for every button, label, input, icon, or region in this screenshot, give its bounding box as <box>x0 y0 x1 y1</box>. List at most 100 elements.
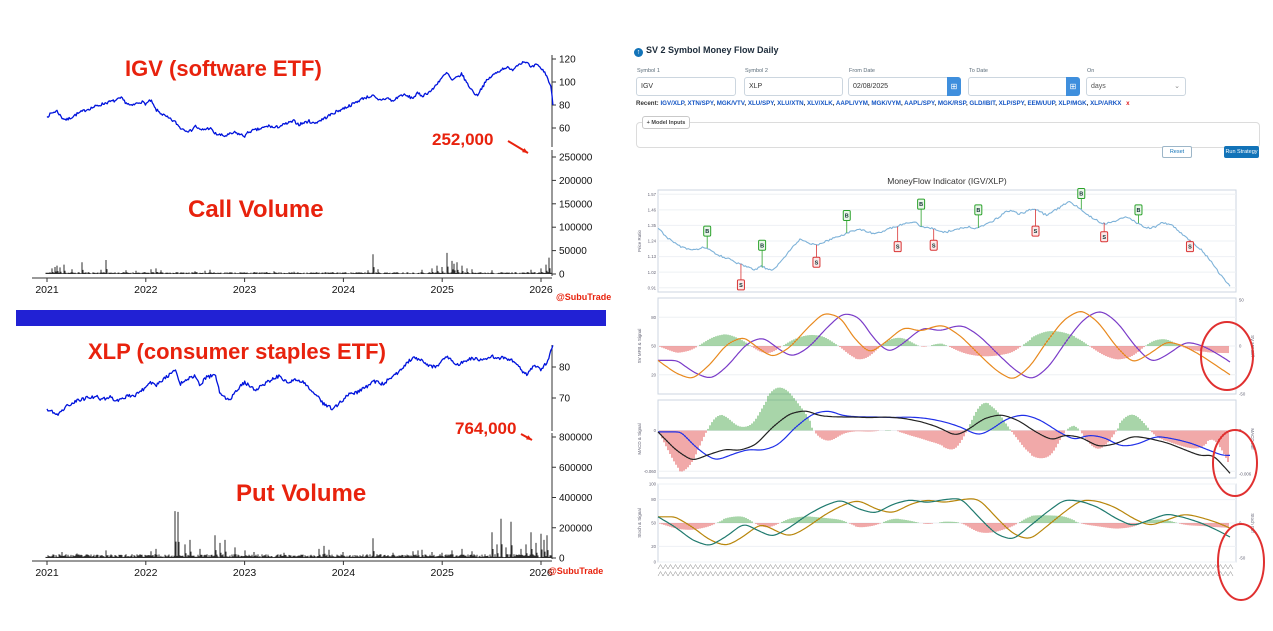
to-date-calendar-button[interactable]: ⊞ <box>1066 77 1080 96</box>
macd-hist-bar <box>875 430 877 432</box>
macd-hist-bar <box>1131 414 1133 431</box>
stoch-hist-bar <box>839 519 841 523</box>
on-select[interactable]: days ⌄ <box>1086 77 1186 96</box>
recent-link[interactable]: AAPL/VYM <box>835 100 868 107</box>
recent-link[interactable]: AAPL/SPY <box>904 100 935 107</box>
sv_mfb-hist-bar <box>783 345 785 346</box>
macd-hist-bar <box>1107 430 1109 443</box>
macd-hist-bar <box>1025 430 1027 450</box>
macd-hist-bar <box>969 424 971 431</box>
stoch-hist-bar <box>979 523 981 533</box>
stoch-hist-bar <box>945 521 947 523</box>
moneyflow-chart-canvas[interactable]: 1.57 1.46 1.35 1.24 1.13 1.02 0.91 Price Ratio B… <box>634 170 1266 615</box>
stoch-hist-bar <box>725 518 727 523</box>
recent-link[interactable]: MGK/VYM <box>871 100 901 107</box>
sv_mfb-hist-bar <box>1151 341 1153 346</box>
sv_mfb-hist-bar <box>909 341 911 346</box>
recent-link[interactable]: XLV/XLK <box>807 100 833 107</box>
to-date-input[interactable] <box>968 77 1080 96</box>
stoch-hist-bar <box>757 523 759 525</box>
recent-link[interactable]: XLP/SPY <box>998 100 1025 107</box>
sv_mfb-hist-bar <box>1225 346 1227 354</box>
run-strategy-button[interactable]: Run Strategy <box>1224 146 1259 158</box>
sv_mfb-hist-bar <box>1195 346 1197 351</box>
stoch-hist-bar <box>765 523 767 528</box>
symbol2-input[interactable] <box>744 77 843 96</box>
buy-marker-label: B <box>919 202 923 208</box>
recent-link[interactable]: MGK/RSP <box>937 100 966 107</box>
stoch-left-tick: 100 <box>649 482 657 487</box>
macd-hist-bar <box>1083 430 1085 437</box>
igv-year-tick: 2026 <box>529 284 553 296</box>
macd-hist-bar <box>1207 430 1209 441</box>
sv_mfb-hist-bar <box>863 346 865 359</box>
symbol1-input[interactable] <box>636 77 736 96</box>
buy-marker-flag <box>758 239 767 251</box>
stoch-hist-bar <box>1173 521 1175 523</box>
macd-hist-bar <box>925 430 927 441</box>
stoch-hist-bar <box>763 523 765 527</box>
stoch-hist-bar <box>1029 516 1031 523</box>
stoch-hist-bar <box>1011 523 1013 527</box>
sv_mfb-hist-bar <box>799 337 801 346</box>
stoch-hist-bar <box>841 520 843 523</box>
macd-hist-bar <box>973 415 975 431</box>
stoch-hist-bar <box>1189 523 1191 526</box>
macd-hist-bar <box>953 430 955 449</box>
buy-marker-flag <box>842 210 851 221</box>
stoch-hist-bar <box>987 523 989 533</box>
sell-marker-label: S <box>1188 245 1192 251</box>
stoch-hist-bar <box>915 522 917 523</box>
stoch-hist-bar <box>731 516 733 523</box>
sv_mfb-hist-bar <box>787 342 789 346</box>
macd-hist-bar <box>1191 430 1193 449</box>
macd-hist-bar <box>833 430 835 440</box>
macd-hist-bar <box>1205 430 1207 445</box>
from-date-calendar-button[interactable]: ⊞ <box>947 77 961 96</box>
macd-hist-bar <box>901 430 903 433</box>
stoch-hist-bar <box>1091 523 1093 526</box>
recent-link[interactable]: XLP/ARKX <box>1090 100 1122 107</box>
sell-marker-flag <box>1031 225 1040 237</box>
on-select-value: days <box>1091 83 1106 90</box>
sv_mfb-hist-bar <box>1155 340 1157 346</box>
macd-hist-bar <box>899 430 901 433</box>
sv_mfb-hist-bar <box>1047 331 1049 346</box>
macd-hist-bar <box>1051 430 1053 454</box>
macd-hist-bar <box>911 430 913 436</box>
xlp-year-tick: 2023 <box>233 567 257 579</box>
macd-hist-bar <box>1215 430 1217 443</box>
macd-hist-bar <box>857 430 859 432</box>
stoch-hist-bar <box>1045 515 1047 523</box>
recent-link[interactable]: GLD/IBIT <box>969 100 996 107</box>
sv_mfb-hist-bar <box>779 346 781 348</box>
reset-button[interactable]: Reset <box>1162 146 1192 158</box>
recent-clear-icon[interactable]: x <box>1126 100 1130 107</box>
sv_mfb-hist-bar <box>819 335 821 346</box>
macd-panel <box>657 399 1237 479</box>
sv_mfb-hist-bar <box>1019 346 1021 348</box>
recent-link[interactable]: MGK/VTV <box>716 100 745 107</box>
model-inputs-button[interactable]: + Model Inputs <box>642 116 690 129</box>
recent-link[interactable]: XLU/SPY <box>747 100 774 107</box>
stoch-hist-bar <box>739 516 741 523</box>
stoch-hist-bar <box>1145 521 1147 523</box>
recent-link[interactable]: XLU/XTN <box>777 100 804 107</box>
recent-link[interactable]: EEM/UUP <box>1027 100 1055 107</box>
macd-hist-bar <box>1009 429 1011 431</box>
macd-hist-bar <box>1189 430 1191 449</box>
from-date-input[interactable] <box>848 77 961 96</box>
sv_mfb-hist-bar <box>981 346 983 357</box>
macd-hist-bar <box>675 430 677 465</box>
stoch-hist-bar <box>911 521 913 523</box>
macd-hist-bar <box>815 430 817 434</box>
sv_mfb-hist-bar <box>893 338 895 346</box>
stoch-hist-bar <box>1167 520 1169 523</box>
recent-link[interactable]: XTN/SPY <box>687 100 714 107</box>
recent-link[interactable]: XLP/MGK <box>1058 100 1087 107</box>
sv_mfb-hist-bar <box>1197 346 1199 351</box>
macd-hist-bar <box>669 430 671 455</box>
sv_mfb-hist-bar <box>1131 346 1133 357</box>
app-logo-icon: ↑ <box>634 48 643 57</box>
recent-link[interactable]: IGV/XLP <box>660 100 685 107</box>
